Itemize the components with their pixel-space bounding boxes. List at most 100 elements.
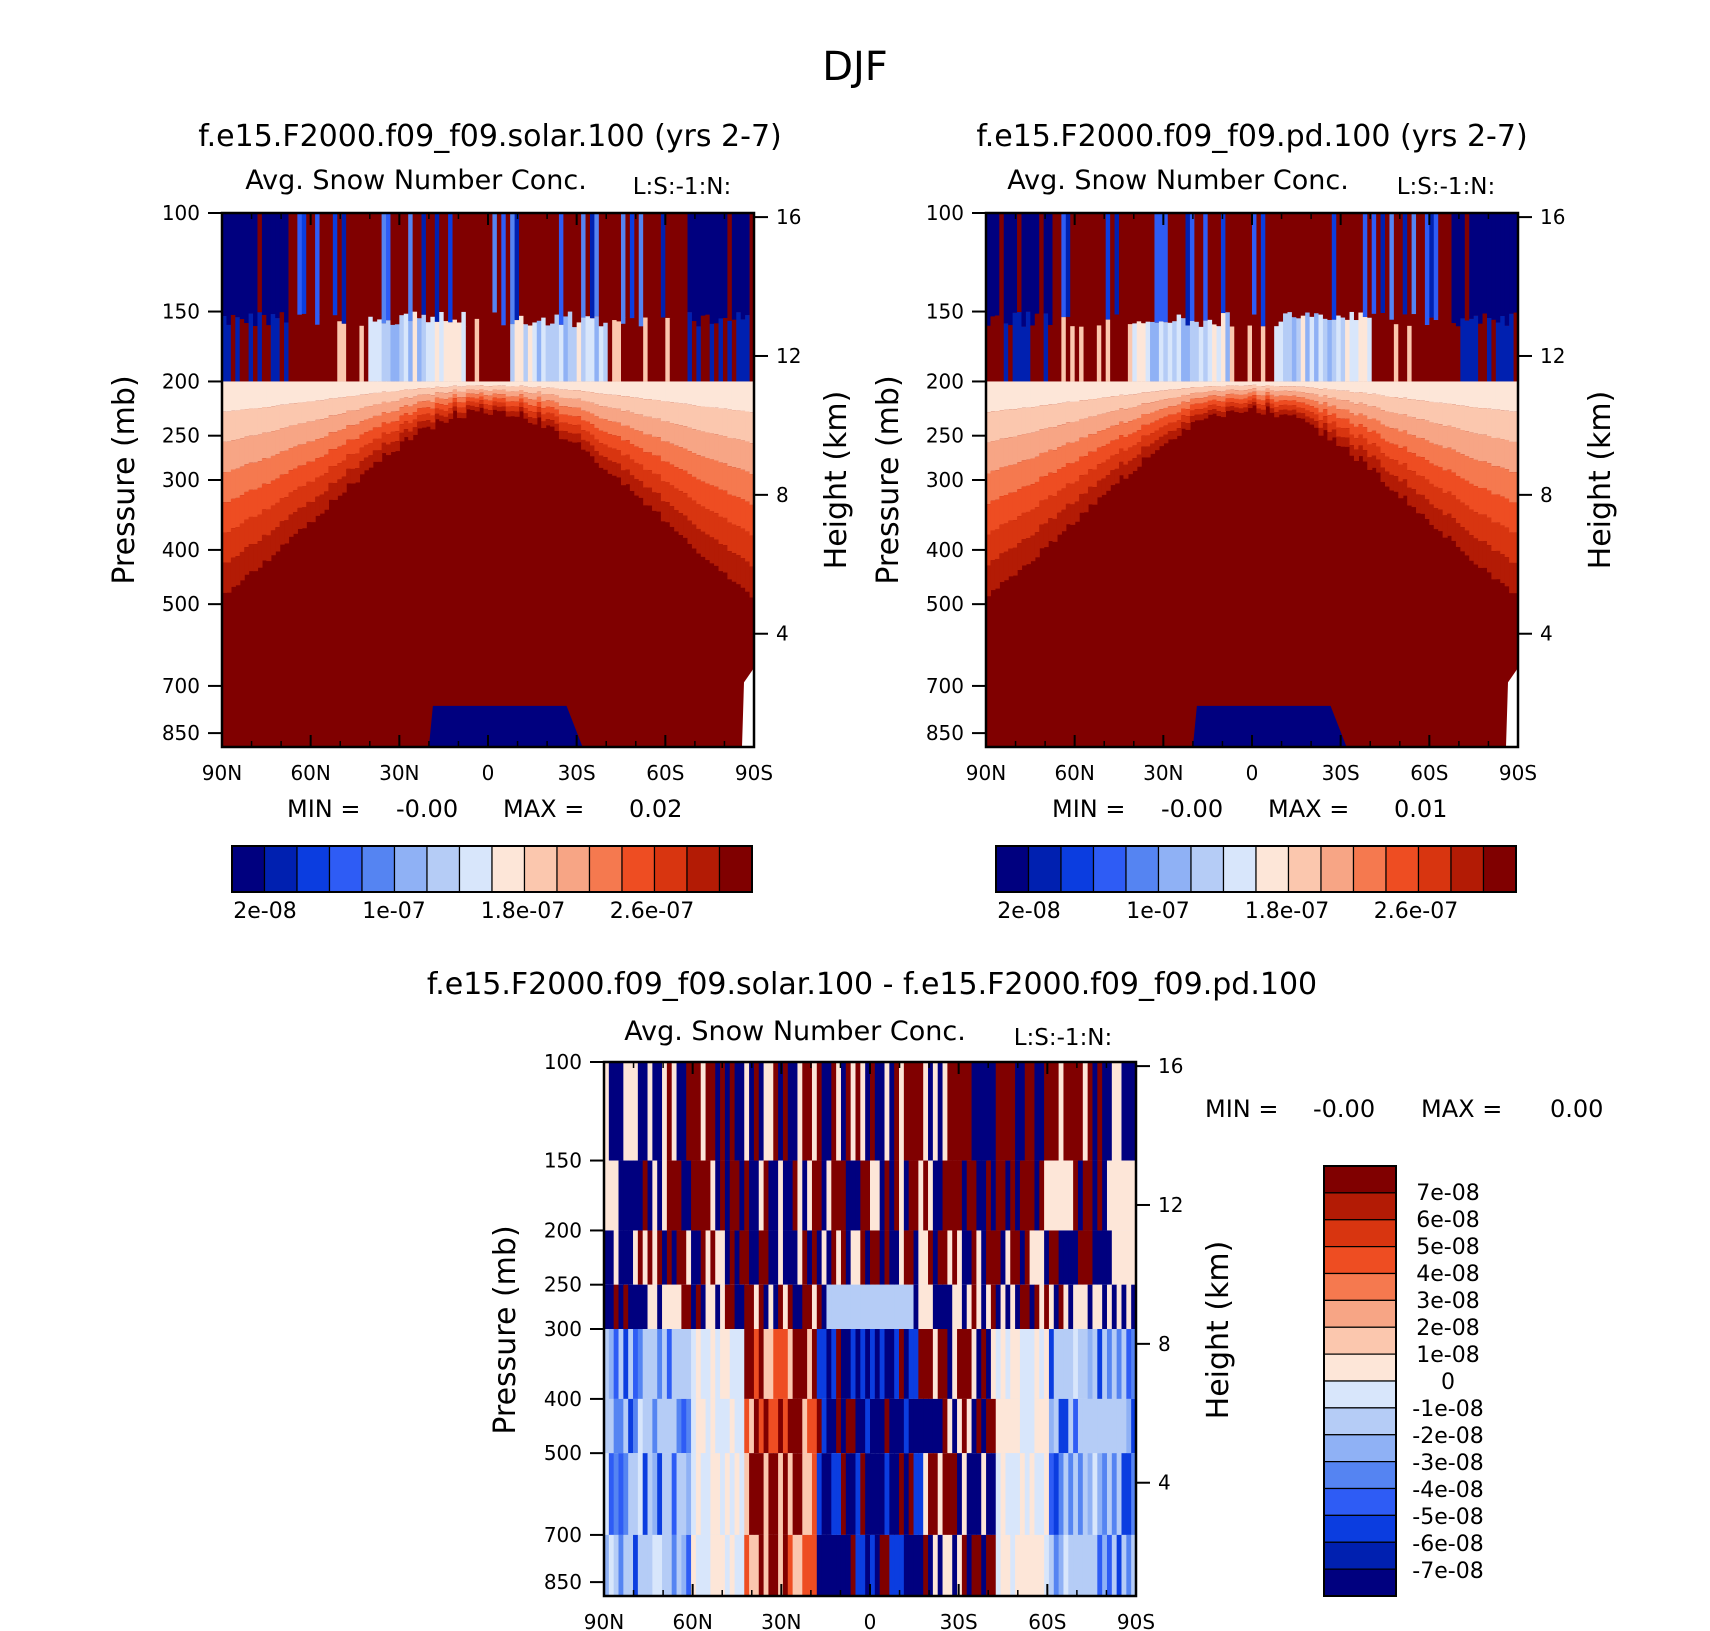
panel-diff-contour-cell <box>932 1398 939 1454</box>
panel-solar-contour-cell <box>372 415 378 428</box>
panel-solar-contour-cell <box>598 443 604 456</box>
panel-pd-contour-cell <box>1274 213 1280 327</box>
panel-diff-contour-cell <box>913 1453 919 1535</box>
panel-diff-contour-cell <box>836 1284 842 1329</box>
panel-pd-contour-cell <box>1220 313 1226 382</box>
panel-diff-contour-cell <box>686 1329 692 1399</box>
panel-pd-contour-cell <box>1212 409 1218 414</box>
panel-diff-contour-cell <box>1116 1230 1123 1285</box>
panel-diff-contour-cell <box>691 1062 697 1161</box>
panel-diff-contour-cell <box>1068 1534 1074 1596</box>
panel-diff-contour-cell <box>1126 1160 1132 1231</box>
panel-solar-contour-cell <box>594 404 600 417</box>
panel-diff-contour-cell <box>662 1062 668 1161</box>
panel-solar-contour-cell <box>594 381 600 394</box>
panel-solar-contour-cell <box>368 455 374 468</box>
panel-solar-contour-cell <box>532 412 538 419</box>
panel-solar-contour-cell <box>479 404 485 408</box>
panel-pd-contour-cell <box>1260 409 1266 415</box>
panel-diff-contour-cell <box>865 1453 871 1535</box>
panel-diff-contour-cell <box>1082 1398 1089 1454</box>
panel-diff-contour-cell <box>874 1453 881 1535</box>
panel-pd-contour-cell <box>1420 419 1426 439</box>
panel-solar-contour-cell <box>722 545 728 573</box>
panel-solar-contour-cell <box>643 469 649 488</box>
panel-diff-contour-cell <box>1010 1453 1016 1535</box>
panel-solar-contour-cell <box>505 386 511 392</box>
panel-solar-contour-cell <box>337 463 343 480</box>
panel-solar-contour-cell <box>705 314 711 382</box>
panel-diff-contour-cell <box>662 1534 668 1596</box>
panel-solar-contour-cell <box>310 213 316 318</box>
panel-pd-contour-cell <box>994 499 1000 530</box>
panel-diff-contour-cell <box>768 1398 774 1454</box>
panel-solar-contour-cell <box>523 408 529 414</box>
panel-diff-contour-cell <box>729 1160 736 1231</box>
panel-solar-contour-cell <box>691 405 697 430</box>
panel-diff-contour-cell <box>831 1160 837 1231</box>
panel-pd-contour-cell <box>1340 409 1346 419</box>
panel-pd-contour-cell <box>1021 539 1027 566</box>
panel-pd-contour-cell <box>986 213 992 326</box>
panel-diff-max-label: MAX = <box>1421 1095 1502 1123</box>
panel-pd-contour-cell <box>1269 324 1275 382</box>
panel-pd-contour-cell <box>1265 402 1271 407</box>
panel-solar-contour-cell <box>576 398 582 408</box>
panel-diff-contour-cell <box>671 1230 678 1285</box>
panel-solar-contour-cell <box>474 398 480 403</box>
panel-pd-contour-cell <box>1043 499 1049 524</box>
panel-solar-contour-cell <box>736 381 742 411</box>
panel-pd-contour-cell <box>1486 408 1492 437</box>
panel-diff-contour-cell <box>778 1284 784 1329</box>
panel-solar-contour-cell <box>492 401 498 406</box>
panel-solar-contour-cell <box>337 321 343 382</box>
panel-pd-contour-cell <box>1176 381 1182 390</box>
panel-pd-contour-cell <box>1371 430 1377 444</box>
panel-pd-contour-cell <box>1158 390 1164 400</box>
panel-solar-contour-cell <box>492 397 498 402</box>
panel-solar-contour-cell <box>536 396 542 403</box>
panel-diff-contour-cell <box>908 1160 915 1231</box>
panel-solar-contour-cell <box>363 321 369 382</box>
panel-diff-contour-cell <box>821 1329 828 1399</box>
panel-diff-contour-cell <box>918 1534 924 1596</box>
panel-diff-colorbar-box <box>1323 1407 1397 1436</box>
panel-solar-contour-cell <box>488 386 494 392</box>
panel-diff-contour-cell <box>1121 1453 1127 1535</box>
panel-solar-contour-cell <box>408 389 414 399</box>
panel-pd-contour-cell <box>1300 315 1306 382</box>
panel-diff-contour-cell <box>1039 1160 1045 1231</box>
panel-pd-contour-cell <box>1070 213 1076 327</box>
panel-solar-contour-cell <box>545 387 551 395</box>
panel-solar-contour-cell <box>669 506 675 527</box>
panel-solar-contour-cell <box>589 402 595 414</box>
panel-diff-contour-cell <box>850 1284 857 1329</box>
panel-solar: f.e15.F2000.f09_f09.solar.100 (yrs 2-7) … <box>107 119 854 924</box>
panel-solar-contour-cell <box>355 453 361 469</box>
panel-pd-colorbar-box <box>1092 845 1127 893</box>
panel-solar-contour-cell <box>665 401 671 422</box>
panel-diff-title: f.e15.F2000.f09_f09.solar.100 - f.e15.F2… <box>427 967 1317 1002</box>
panel-diff-contour-cell <box>1024 1534 1031 1596</box>
panel-diff-contour-cell <box>865 1398 871 1454</box>
panel-solar-contour-cell <box>554 213 560 315</box>
panel-pd-contour-cell <box>1154 410 1160 421</box>
panel-pd-contour-cell <box>1065 401 1071 423</box>
panel-pd-contour-cell <box>1132 432 1138 446</box>
panel-pd-contour-cell <box>1478 488 1484 515</box>
panel-solar-contour-cell <box>652 399 658 419</box>
panel-diff-contour-cell <box>681 1329 687 1399</box>
panel-solar-contour-cell <box>714 213 720 324</box>
panel-diff-source-tag: L:S:-1:N: <box>1014 1025 1113 1051</box>
panel-pd-contour-cell <box>990 530 996 561</box>
panel-solar-contour-cell <box>514 381 520 387</box>
panel-diff-contour-cell <box>840 1534 847 1596</box>
panel-pd-contour-cell <box>1314 394 1320 402</box>
panel-solar-contour-cell <box>709 511 715 538</box>
panel-pd-contour-cell <box>1433 423 1439 445</box>
panel-pd-contour-cell <box>1283 381 1289 387</box>
panel-solar-contour-cell <box>643 487 649 506</box>
panel-solar-contour-cell <box>443 405 449 412</box>
panel-solar-contour-cell <box>403 429 409 438</box>
panel-solar-contour-cell <box>665 421 671 442</box>
